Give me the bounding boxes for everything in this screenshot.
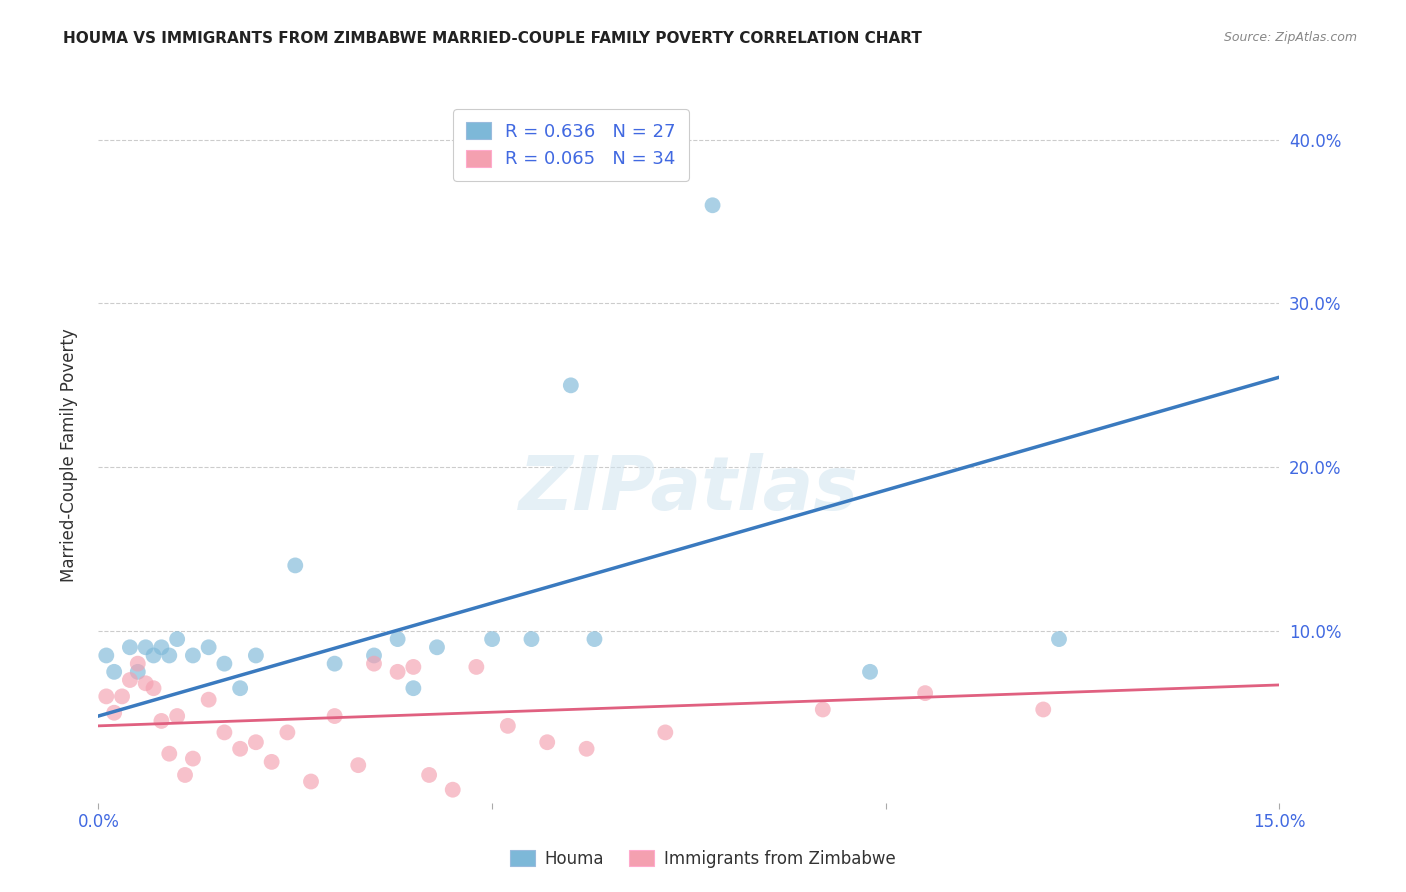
Point	[127, 657, 149, 671]
Point	[465, 660, 488, 674]
Point	[174, 768, 197, 782]
Point	[166, 632, 188, 646]
Point	[276, 725, 298, 739]
Point	[583, 632, 606, 646]
Point	[142, 681, 165, 696]
Point	[127, 665, 149, 679]
Y-axis label: Married-Couple Family Poverty: Married-Couple Family Poverty	[59, 328, 77, 582]
Point	[536, 735, 558, 749]
Point	[197, 692, 219, 706]
Point	[118, 640, 141, 655]
Point	[181, 648, 204, 663]
Legend: Houma, Immigrants from Zimbabwe: Houma, Immigrants from Zimbabwe	[503, 844, 903, 875]
Point	[103, 706, 125, 720]
Point	[859, 665, 882, 679]
Point	[142, 648, 165, 663]
Point	[245, 735, 267, 749]
Point	[1047, 632, 1070, 646]
Point	[299, 774, 322, 789]
Point	[481, 632, 503, 646]
Point	[157, 747, 180, 761]
Point	[811, 702, 834, 716]
Point	[402, 681, 425, 696]
Text: Source: ZipAtlas.com: Source: ZipAtlas.com	[1223, 31, 1357, 45]
Point	[702, 198, 724, 212]
Point	[214, 657, 236, 671]
Point	[284, 558, 307, 573]
Point	[363, 648, 385, 663]
Point	[150, 714, 173, 728]
Point	[323, 657, 346, 671]
Point	[150, 640, 173, 655]
Point	[426, 640, 449, 655]
Point	[229, 681, 252, 696]
Point	[103, 665, 125, 679]
Text: HOUMA VS IMMIGRANTS FROM ZIMBABWE MARRIED-COUPLE FAMILY POVERTY CORRELATION CHAR: HOUMA VS IMMIGRANTS FROM ZIMBABWE MARRIE…	[63, 31, 922, 46]
Point	[260, 755, 283, 769]
Point	[166, 709, 188, 723]
Point	[229, 741, 252, 756]
Point	[387, 665, 409, 679]
Point	[323, 709, 346, 723]
Legend: R = 0.636   N = 27, R = 0.065   N = 34: R = 0.636 N = 27, R = 0.065 N = 34	[453, 109, 689, 181]
Point	[914, 686, 936, 700]
Point	[96, 690, 118, 704]
Point	[245, 648, 267, 663]
Point	[157, 648, 180, 663]
Point	[135, 640, 157, 655]
Point	[181, 751, 204, 765]
Point	[111, 690, 134, 704]
Point	[387, 632, 409, 646]
Point	[560, 378, 582, 392]
Point	[654, 725, 676, 739]
Point	[118, 673, 141, 687]
Point	[347, 758, 370, 772]
Point	[441, 782, 464, 797]
Point	[96, 648, 118, 663]
Point	[363, 657, 385, 671]
Point	[135, 676, 157, 690]
Point	[575, 741, 598, 756]
Point	[402, 660, 425, 674]
Point	[1032, 702, 1054, 716]
Point	[418, 768, 440, 782]
Point	[214, 725, 236, 739]
Point	[496, 719, 519, 733]
Point	[520, 632, 543, 646]
Text: ZIPatlas: ZIPatlas	[519, 453, 859, 526]
Point	[197, 640, 219, 655]
